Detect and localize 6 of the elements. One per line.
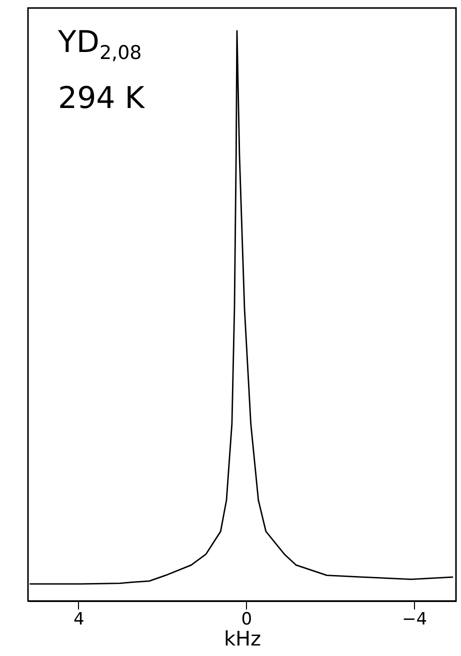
- x-tick-label: 4: [73, 610, 84, 630]
- x-axis-title: kHz: [224, 626, 262, 650]
- x-tick-label: 0: [241, 610, 252, 630]
- annotation: YD$_{2,08}$: [58, 24, 143, 66]
- annotation: 294 K: [58, 80, 144, 118]
- x-tick-label: −4: [402, 610, 428, 630]
